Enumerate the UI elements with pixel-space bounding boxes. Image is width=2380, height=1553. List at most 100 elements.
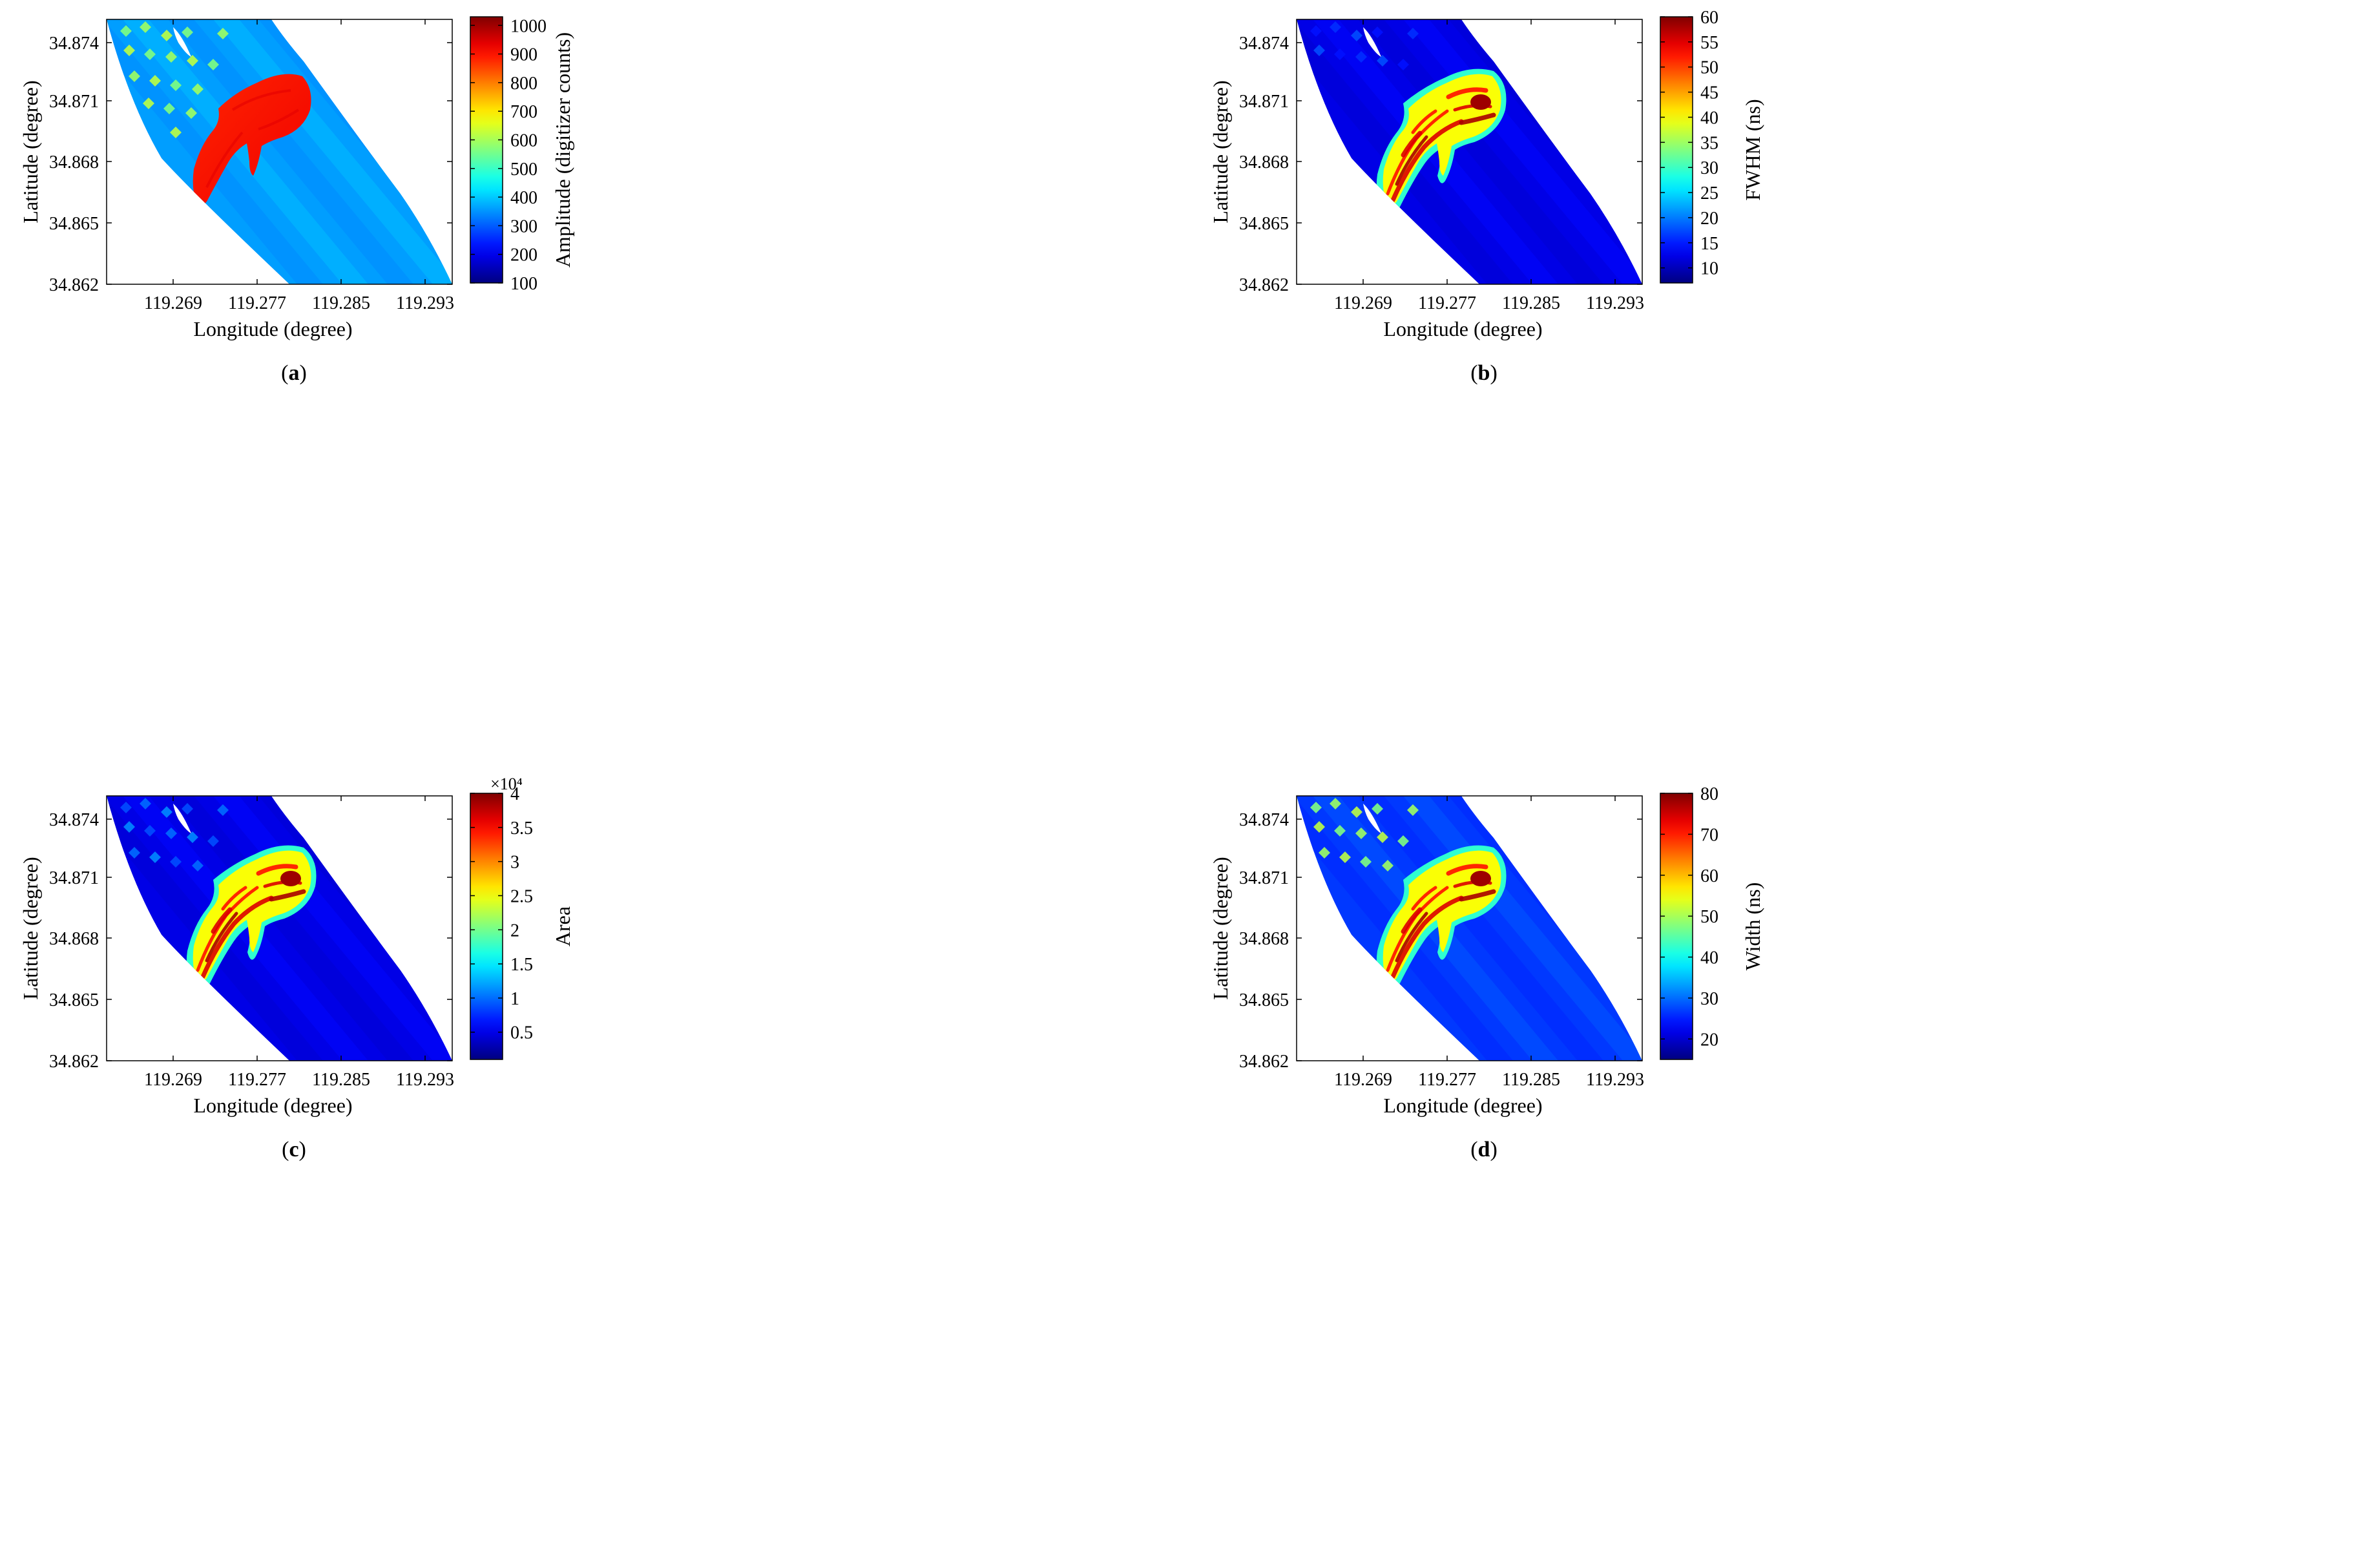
plume-streak xyxy=(1390,119,1464,203)
grid-patch xyxy=(144,48,156,60)
panel-c: 119.269 119.277 119.285 119.293 34.874 34.871… xyxy=(0,775,1190,1553)
grid-patch xyxy=(1310,25,1322,37)
grid-patch xyxy=(120,25,132,37)
y-tick-label: 34.874 xyxy=(1239,810,1289,830)
plume-streak xyxy=(1446,864,1488,876)
grid-patch xyxy=(1330,21,1341,33)
data-gap xyxy=(173,804,191,833)
swath-band xyxy=(168,19,413,284)
colorbar-tick-label: 500 xyxy=(510,160,538,180)
x-tick-label: 119.293 xyxy=(1586,1070,1644,1090)
x-tick-label: 119.277 xyxy=(1418,293,1476,313)
grid-patch xyxy=(149,75,161,87)
y-tick-label: 34.865 xyxy=(1239,990,1289,1010)
grid-patch xyxy=(1334,48,1346,60)
y-tick-label: 34.874 xyxy=(1239,34,1289,54)
x-axis-label: Longitude (degree) xyxy=(193,1094,352,1117)
x-tick-label: 119.277 xyxy=(1418,1070,1476,1090)
colorbar-tick-label: 45 xyxy=(1700,83,1718,103)
colorbar-tick-label: 1 xyxy=(510,989,519,1009)
chart-a: 119.269 119.277 119.285 119.293 34.874 34.871… xyxy=(19,16,574,385)
grid-patch xyxy=(1351,30,1362,41)
colorbar-tick-label: 3.5 xyxy=(510,818,533,839)
colorbar-tick-label: 20 xyxy=(1700,1030,1718,1050)
colorbar-tick-label: 20 xyxy=(1700,209,1718,229)
x-tick-label: 119.269 xyxy=(1334,1070,1392,1090)
colorbar-tick-label: 60 xyxy=(1700,866,1718,886)
colorbar-tick-label: 50 xyxy=(1700,58,1718,78)
chart-c: 119.269 119.277 119.285 119.293 34.874 34.871… xyxy=(19,775,574,1162)
grid-patch xyxy=(1397,835,1409,847)
colorbar xyxy=(1660,16,1693,284)
y-tick-label: 34.865 xyxy=(49,990,99,1010)
chart-d: 119.269 119.277 119.285 119.293 34.874 34.871… xyxy=(1209,784,1764,1162)
x-tick-label: 119.269 xyxy=(144,1070,202,1090)
chart-b: 119.269 119.277 119.285 119.293 34.874 34.871… xyxy=(1209,8,1764,385)
grid-patch xyxy=(1397,59,1409,70)
plume-streak xyxy=(205,131,244,188)
grid-patch xyxy=(170,127,182,138)
colorbar-tick-label: 200 xyxy=(510,245,538,266)
y-tick-label: 34.868 xyxy=(1239,929,1289,949)
plume-peak xyxy=(1470,94,1491,110)
plume-streak xyxy=(1395,135,1428,186)
x-tick-label: 119.293 xyxy=(396,293,454,313)
colorbar-label: Width (ns) xyxy=(1741,882,1764,970)
colorbar-tick-label: 0.5 xyxy=(510,1023,533,1043)
colorbar-label: FWHM (ns) xyxy=(1741,99,1764,200)
colorbar xyxy=(470,16,503,284)
grid-patch xyxy=(161,30,172,41)
plume-core xyxy=(193,74,311,205)
data-gap xyxy=(1363,804,1381,833)
grid-patch xyxy=(217,804,229,816)
x-tick-label: 119.277 xyxy=(228,293,286,313)
colorbar-tick-label: 30 xyxy=(1700,158,1718,178)
grid-patch xyxy=(207,835,219,847)
data-gap xyxy=(173,27,191,57)
colorbar-tick-label: 800 xyxy=(510,74,538,94)
grid-patch xyxy=(187,831,198,843)
swath-band xyxy=(1358,19,1603,284)
grid-patch xyxy=(123,45,135,56)
colorbar xyxy=(470,793,503,1060)
colorbar-tick-label: 900 xyxy=(510,45,538,65)
y-tick-label: 34.865 xyxy=(49,214,99,234)
x-tick-label: 119.269 xyxy=(1334,293,1392,313)
plume-streak xyxy=(1390,895,1464,979)
plume-streak xyxy=(1401,130,1423,158)
grid-patch xyxy=(182,803,193,815)
colorbar-tick-label: 50 xyxy=(1700,907,1718,927)
plume-streak xyxy=(205,912,238,963)
plume-streak xyxy=(1459,889,1496,902)
plume-peak xyxy=(1470,871,1491,886)
panel-a: 119.269 119.277 119.285 119.293 34.874 34.871… xyxy=(0,0,1190,776)
plume-streak xyxy=(231,89,291,111)
colorbar-tick-label: 700 xyxy=(510,102,538,122)
grid-patch xyxy=(120,802,132,813)
axes-frame xyxy=(1296,795,1643,1061)
y-axis-label: Latitude (degree) xyxy=(19,80,42,223)
colorbar-tick-label: 10 xyxy=(1700,259,1718,279)
grid-patch xyxy=(144,825,156,837)
grid-patch xyxy=(170,79,182,91)
grid-patch xyxy=(165,828,177,839)
grid-patch xyxy=(1377,55,1388,67)
grid-patch xyxy=(1310,802,1322,813)
plume-streak xyxy=(256,864,298,876)
y-tick-label: 34.868 xyxy=(49,152,99,172)
grid-patch xyxy=(129,847,140,859)
grid-patch xyxy=(185,107,197,119)
axes-frame xyxy=(106,795,453,1061)
grid-patch xyxy=(140,798,151,809)
y-tick-label: 34.871 xyxy=(49,868,99,888)
x-tick-label: 119.285 xyxy=(312,293,370,313)
colorbar-tick-label: 70 xyxy=(1700,825,1718,845)
colorbar-tick-label: 15 xyxy=(1700,234,1718,254)
plume-streak xyxy=(1401,907,1423,934)
colorbar-tick-label: 55 xyxy=(1700,33,1718,53)
colorbar-label: Area xyxy=(551,906,574,946)
grid-patch xyxy=(170,856,182,868)
grid-patch xyxy=(1407,28,1419,39)
x-tick-label: 119.285 xyxy=(312,1070,370,1090)
grid-patch xyxy=(129,70,140,82)
